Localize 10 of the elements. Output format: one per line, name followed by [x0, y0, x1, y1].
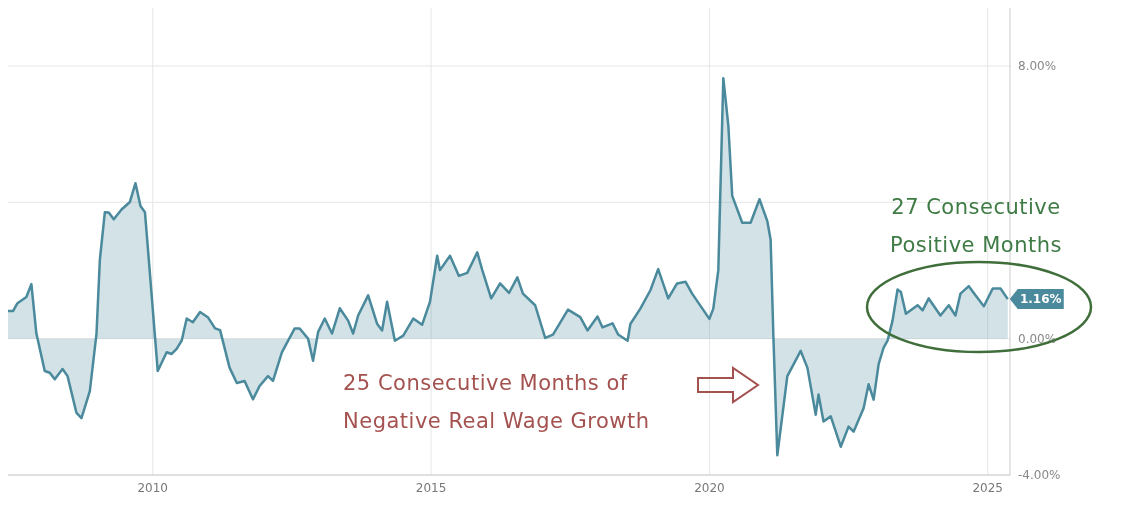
x-tick-label: 2010 — [137, 480, 169, 495]
annotation: 1.16% — [1019, 292, 1062, 307]
annotation: 25 Consecutive Months of Negative Real Wage Growth — [343, 370, 651, 435]
x-tick-label: 2015 — [415, 480, 447, 495]
y-tick-label: 8.00% — [1018, 59, 1057, 74]
x-tick-label: 2025 — [972, 480, 1004, 495]
y-tick-label: 0.00% — [1018, 331, 1057, 346]
annotation: 27 Consecutive Positive Months — [889, 194, 1063, 259]
y-tick-label: -4.00% — [1018, 468, 1061, 483]
x-tick-label: 2020 — [694, 480, 725, 495]
